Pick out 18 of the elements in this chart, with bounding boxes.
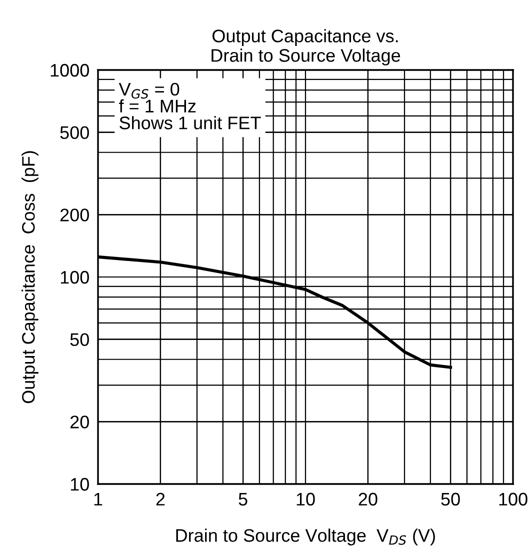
y-tick-label: 50 [70,333,89,346]
y-tick-label: 100 [60,270,89,284]
y-tick-label: 10 [70,478,89,491]
y-tick-label: 20 [70,416,89,428]
y-axis-title: Output Capacitance Coss (pF) [22,151,38,404]
x-tick-label: 10 [296,492,315,506]
y-tick-label: 200 [60,208,89,222]
y-tick-label: 1000 [50,64,89,77]
x-tick-label: 100 [499,492,528,506]
y-tick-label: 500 [60,126,89,140]
x-tick-label: 5 [238,492,248,506]
annotation: V$_{GS}$ = 0 f = 1 MHz Shows 1 unit FET [118,82,261,130]
x-axis-title: Drain to Source Voltage V$_{DS}$ (V) [176,528,435,546]
x-tick-label: 20 [358,492,378,506]
chart-title: Output Capacitance vs. Drain to Source Voltage [212,29,400,66]
x-tick-label: 2 [156,492,165,506]
x-tick-label: 50 [441,492,460,506]
x-tick-label: 1 [94,492,102,506]
